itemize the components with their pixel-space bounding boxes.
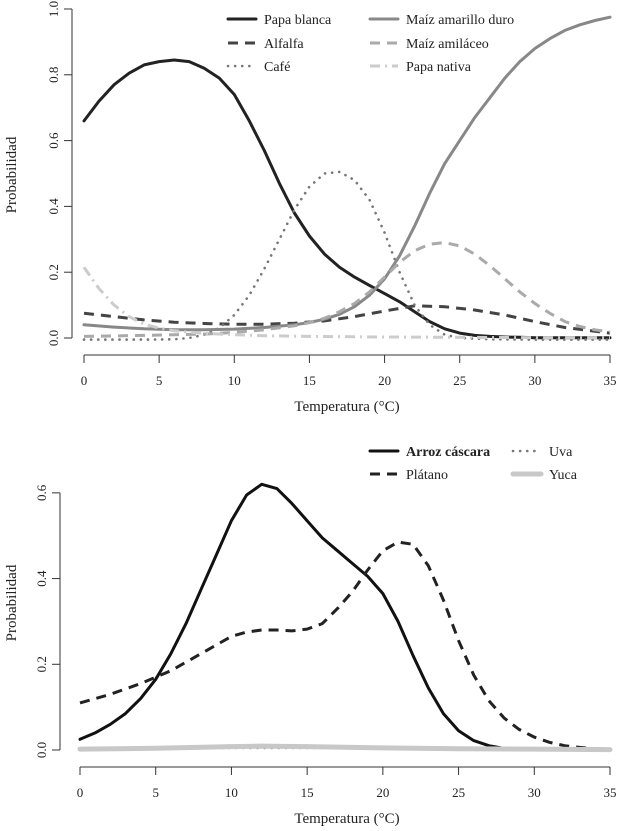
x-tick-label: 30 xyxy=(528,785,541,800)
x-tick-label: 15 xyxy=(301,785,314,800)
y-tick-label: 0.0 xyxy=(46,330,61,346)
series-line-papa-blanca xyxy=(82,58,612,340)
x-tick-label: 20 xyxy=(378,373,391,388)
series-line-maíz-amiláceo xyxy=(83,241,611,338)
x-tick-label: 35 xyxy=(604,373,617,388)
series-line-plátano xyxy=(79,540,611,751)
y-tick-label: 0.2 xyxy=(46,264,61,280)
chart-top: Probabilidad Temperatura (°C) 0.0 0.2 0.4 0… xyxy=(4,1,617,415)
x-tick-label: 5 xyxy=(156,373,163,388)
chart-top-xlabel: Temperatura (°C) xyxy=(294,399,399,415)
y-tick-label: 0.2 xyxy=(34,656,49,672)
legend-label: Papa nativa xyxy=(406,60,472,75)
x-tick-label: 25 xyxy=(452,785,465,800)
legend-label: Yuca xyxy=(549,468,578,483)
y-tick-label: 0.4 xyxy=(46,198,61,215)
x-tick-label: 0 xyxy=(77,785,84,800)
series-line-arroz-cáscara xyxy=(78,482,612,752)
series-line-alfalfa xyxy=(83,304,611,335)
x-tick-label: 15 xyxy=(303,373,316,388)
legend-label: Maíz amiláceo xyxy=(406,37,489,52)
chart-bottom-ylabel: Probabilidad xyxy=(4,564,20,641)
y-tick-label: 0.8 xyxy=(46,67,61,83)
x-tick-label: 5 xyxy=(152,785,159,800)
legend-label: Plátano xyxy=(406,468,448,483)
y-tick-label: 0.4 xyxy=(34,570,49,587)
x-tick-label: 10 xyxy=(225,785,238,800)
series-line-maíz-amarillo-duro xyxy=(82,15,612,332)
legend-label: Maíz amarillo duro xyxy=(406,13,514,28)
chart-top-ylabel: Probabilidad xyxy=(4,136,20,213)
x-tick-label: 0 xyxy=(81,373,88,388)
chart-bottom: Probabilidad Temperatura (°C) 0.0 0.2 0.4 0… xyxy=(4,445,617,827)
y-tick-label: 0.0 xyxy=(34,742,49,758)
y-tick-label: 1.0 xyxy=(46,1,61,17)
series-line-café xyxy=(82,170,612,341)
series-line-papa-nativa xyxy=(82,266,610,340)
legend-label: Uva xyxy=(549,445,573,460)
x-tick-label: 25 xyxy=(453,373,466,388)
x-tick-label: 35 xyxy=(604,785,617,800)
series-line-yuca xyxy=(77,743,613,753)
y-tick-label: 0.6 xyxy=(46,132,61,149)
legend-label: Arroz cáscara xyxy=(406,445,490,460)
legend-label: Café xyxy=(264,60,290,75)
x-tick-label: 10 xyxy=(228,373,241,388)
y-tick-label: 0.6 xyxy=(34,484,49,501)
legend-label: Alfalfa xyxy=(264,37,304,52)
legend-label: Papa blanca xyxy=(264,13,332,28)
chart-bottom-xlabel: Temperatura (°C) xyxy=(294,811,399,827)
x-tick-label: 20 xyxy=(376,785,389,800)
x-tick-label: 30 xyxy=(528,373,541,388)
